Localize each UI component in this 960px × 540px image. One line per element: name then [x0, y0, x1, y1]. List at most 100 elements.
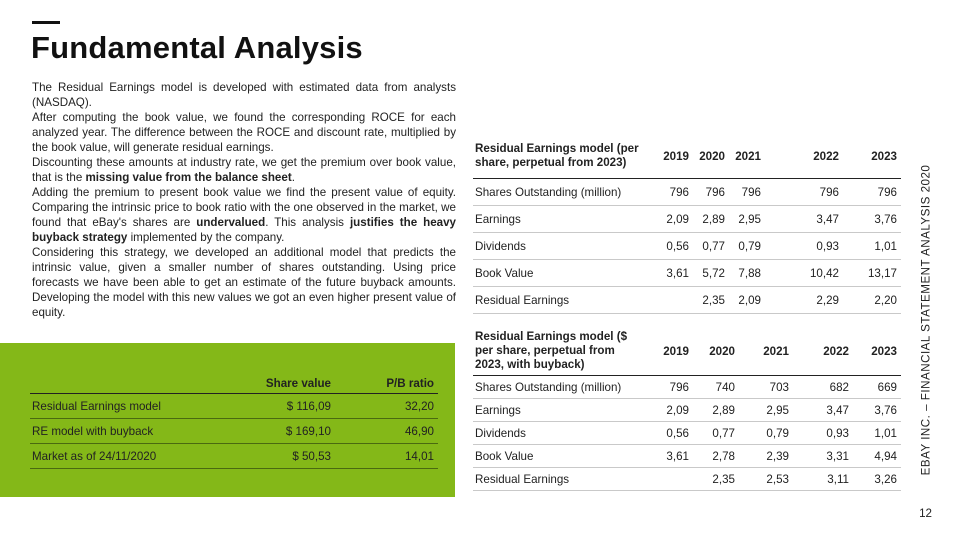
table-cell: 4,94: [853, 444, 901, 468]
table-row: Residual Earnings model $ 116,09 32,20: [30, 393, 438, 419]
table-header-row: Residual Earnings model ($ per share, pe…: [473, 327, 901, 376]
table-row: Earnings 2,09 2,89 2,95 3,47 3,76: [473, 398, 901, 422]
row-label: Residual Earnings: [473, 467, 647, 491]
table-row: Residual Earnings 2,35 2,53 3,11 3,26: [473, 467, 901, 491]
text-span: Discounting these amounts at industry ra…: [32, 156, 456, 184]
table-cell: 3,61: [647, 444, 693, 468]
table-cell: 46,90: [335, 418, 438, 444]
table-header-label: Residual Earnings model ($ per share, pe…: [473, 327, 647, 376]
table-cell: 796: [729, 178, 765, 206]
table-cell: 796: [693, 178, 729, 206]
table-row: Residual Earnings 2,35 2,09 2,29 2,20: [473, 286, 901, 314]
table-header-label: Residual Earnings model (per share, perp…: [473, 134, 647, 179]
row-label: Book Value: [473, 444, 647, 468]
table-cell: 2,09: [647, 398, 693, 422]
table-cell: [647, 286, 693, 314]
summary-header-cell: P/B ratio: [335, 373, 438, 394]
table-cell: 3,11: [793, 467, 853, 491]
table-cell: 2,89: [693, 398, 739, 422]
text-span: .: [291, 171, 295, 184]
residual-earnings-buyback-table: Residual Earnings model ($ per share, pe…: [473, 327, 901, 491]
table-cell: $ 169,10: [248, 418, 335, 444]
side-document-label: EBAY INC. – FINANCIAL STATEMENT ANALYSIS…: [919, 164, 933, 476]
row-label: Book Value: [473, 259, 647, 287]
table-cell: 7,88: [729, 259, 765, 287]
table-cell: 2,89: [693, 205, 729, 233]
row-label: Dividends: [473, 421, 647, 445]
table-cell: 2,35: [693, 467, 739, 491]
row-label: Residual Earnings: [473, 286, 647, 314]
summary-table: Share value P/B ratio Residual Earnings …: [30, 373, 438, 469]
residual-earnings-table: Residual Earnings model (per share, perp…: [473, 134, 901, 314]
row-label: Earnings: [473, 398, 647, 422]
table-cell: 2,09: [647, 205, 693, 233]
table-cell: 669: [853, 375, 901, 399]
table-cell: 10,42: [765, 259, 843, 287]
table-cell: 2,20: [843, 286, 901, 314]
year-header: 2019: [647, 327, 693, 376]
paragraph-1: The Residual Earnings model is developed…: [32, 81, 456, 109]
table-row: Shares Outstanding (million) 796 740 703…: [473, 375, 901, 399]
year-header: 2021: [739, 327, 793, 376]
paragraph-4: Adding the premium to present book value…: [32, 185, 456, 245]
table-cell: 3,31: [793, 444, 853, 468]
table-cell: 32,20: [335, 393, 438, 419]
text-span: implemented by the company.: [127, 231, 285, 244]
table-header-row: Residual Earnings model (per share, perp…: [473, 134, 901, 179]
table-cell: $ 116,09: [248, 393, 335, 419]
table-row: Dividends 0,56 0,77 0,79 0,93 1,01: [473, 421, 901, 445]
row-label: Dividends: [473, 232, 647, 260]
analysis-text: The Residual Earnings model is developed…: [32, 80, 456, 320]
table-row: Shares Outstanding (million) 796 796 796…: [473, 178, 901, 206]
table-cell: 796: [647, 375, 693, 399]
table-cell: 0,93: [765, 232, 843, 260]
table-cell: $ 50,53: [248, 443, 335, 469]
table-cell: 2,35: [693, 286, 729, 314]
table-cell: 796: [843, 178, 901, 206]
table-cell: 740: [693, 375, 739, 399]
table-cell: 3,47: [793, 398, 853, 422]
table-cell: 0,79: [729, 232, 765, 260]
paragraph-2: After computing the book value, we found…: [32, 111, 456, 154]
table-cell: 0,56: [647, 421, 693, 445]
summary-header-cell: [30, 373, 248, 394]
year-header: 2021: [729, 134, 765, 179]
row-label: Shares Outstanding (million): [473, 375, 647, 399]
row-label: Earnings: [473, 205, 647, 233]
table-cell: [647, 467, 693, 491]
year-header: 2020: [693, 134, 729, 179]
page-title: Fundamental Analysis: [31, 30, 363, 65]
paragraph-5: Considering this strategy, we developed …: [32, 246, 456, 319]
table-cell: 2,09: [729, 286, 765, 314]
table-cell: 796: [765, 178, 843, 206]
table-cell: 5,72: [693, 259, 729, 287]
table-row: Market as of 24/11/2020 $ 50,53 14,01: [30, 443, 438, 469]
table-cell: 3,47: [765, 205, 843, 233]
row-label: Market as of 24/11/2020: [30, 443, 248, 469]
title-accent-bar: [32, 21, 60, 24]
table-cell: 3,76: [853, 398, 901, 422]
table-cell: 1,01: [853, 421, 901, 445]
table-row: RE model with buyback $ 169,10 46,90: [30, 418, 438, 444]
table-row: Earnings 2,09 2,89 2,95 3,47 3,76: [473, 205, 901, 233]
table-cell: 14,01: [335, 443, 438, 469]
table-cell: 0,77: [693, 421, 739, 445]
table-cell: 2,39: [739, 444, 793, 468]
row-label: RE model with buyback: [30, 418, 248, 444]
table-cell: 3,26: [853, 467, 901, 491]
paragraph-3: Discounting these amounts at industry ra…: [32, 155, 456, 185]
table-cell: 703: [739, 375, 793, 399]
text-span: . This analysis: [265, 216, 350, 229]
table-cell: 2,95: [729, 205, 765, 233]
table-cell: 0,77: [693, 232, 729, 260]
table-cell: 682: [793, 375, 853, 399]
row-label: Shares Outstanding (million): [473, 178, 647, 206]
table-cell: 0,79: [739, 421, 793, 445]
summary-header-row: Share value P/B ratio: [30, 373, 438, 394]
emphasis-missing-value: missing value from the balance sheet: [85, 171, 292, 184]
table-cell: 2,78: [693, 444, 739, 468]
emphasis-undervalued: undervalued: [196, 216, 266, 229]
table-cell: 1,01: [843, 232, 901, 260]
table-cell: 3,76: [843, 205, 901, 233]
year-header: 2019: [647, 134, 693, 179]
